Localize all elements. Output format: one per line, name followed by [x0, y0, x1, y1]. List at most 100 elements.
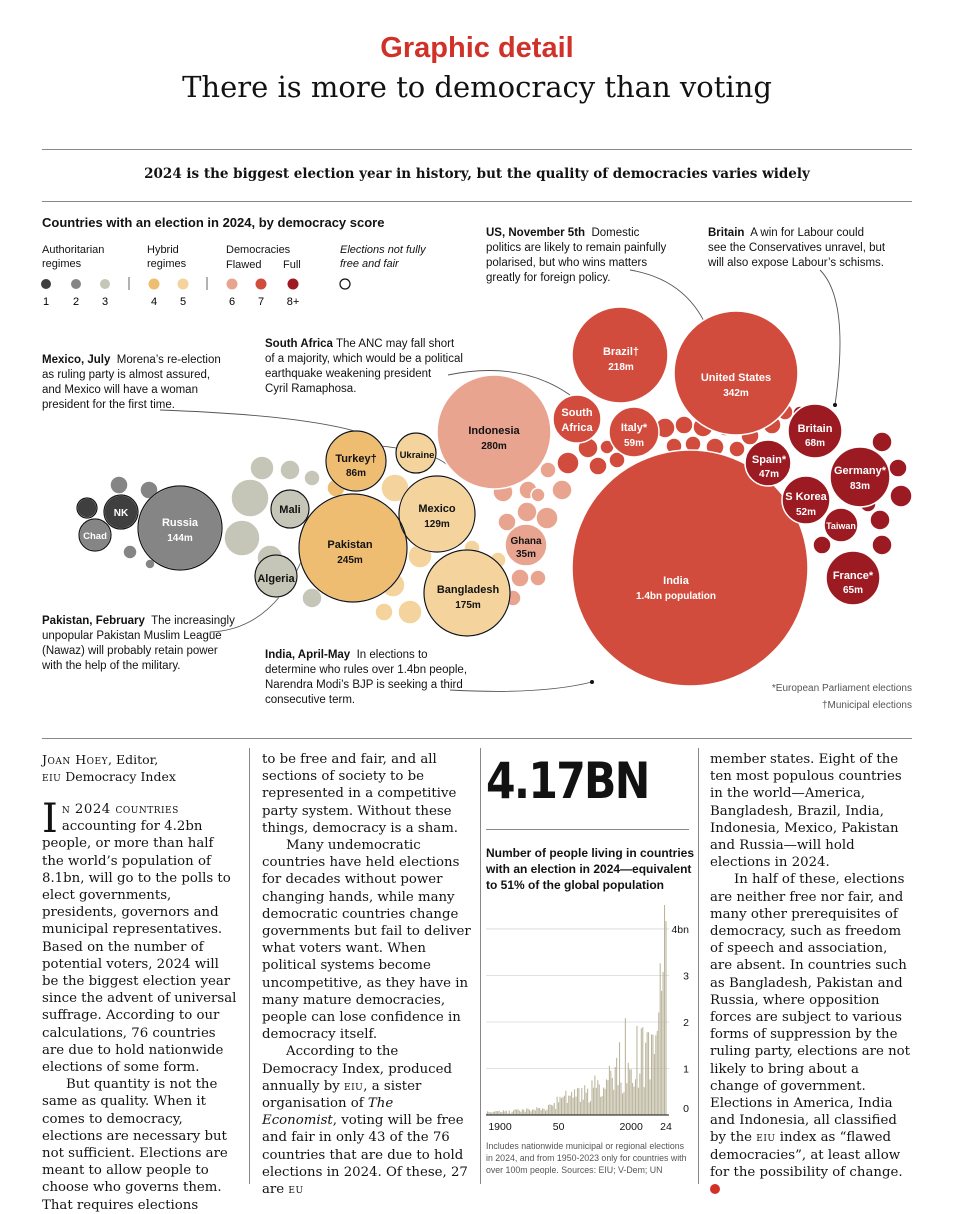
leader-dot-britain [833, 403, 837, 407]
leader-india [449, 681, 593, 692]
legend-dot-1 [40, 278, 52, 290]
stat-bar [584, 1085, 586, 1115]
stat-bar [511, 1111, 513, 1115]
bubble-indonesia [436, 374, 552, 490]
stat-bar [579, 1101, 581, 1115]
value-ghana: 35m [516, 549, 536, 560]
bubble-small [539, 461, 557, 479]
stat-bar [592, 1087, 594, 1115]
label-india: India [663, 575, 690, 587]
stat-y-label: 1 [683, 1063, 689, 1075]
stat-bar [607, 1080, 609, 1115]
bubble-small [223, 519, 261, 557]
legend-dot-unfree [339, 278, 351, 290]
label-algeria: Algeria [257, 573, 295, 585]
footnote-european: *European Parliament elections [771, 683, 912, 694]
legend-score-2: 2 [73, 296, 79, 308]
stat-bar [542, 1108, 544, 1115]
bubble-small [869, 509, 891, 531]
stat-bar [633, 1086, 635, 1115]
stat-bar [650, 1034, 653, 1115]
bubble-small [871, 431, 893, 453]
unfree-outline-turkey [325, 430, 387, 492]
legend-score-5: 5 [180, 296, 186, 308]
annotation-britain: Britain A win for Labour could see the C… [708, 227, 886, 269]
label-chad: Chad [83, 531, 107, 542]
stat-bar [555, 1109, 557, 1115]
stat-bar [611, 1077, 613, 1115]
stat-bar [534, 1110, 536, 1115]
value-pakistan: 245m [337, 555, 363, 566]
value-russia: 144m [167, 533, 193, 544]
bubble-small [279, 459, 301, 481]
stat-bar [595, 1087, 597, 1115]
legend-dot-3 [99, 278, 111, 290]
unfree-outline-algeria [254, 554, 298, 598]
stat-bars [486, 905, 667, 1115]
bubble-united-states [673, 310, 799, 436]
bubble-small [530, 487, 546, 503]
stat-bar [549, 1104, 551, 1115]
stat-bar [497, 1111, 499, 1115]
article-paragraph: According to the Democracy Index, produc… [262, 1044, 468, 1198]
stat-x-label: 1900 [488, 1121, 512, 1133]
label-brazil: Brazil† [603, 346, 639, 358]
stat-bar [665, 921, 667, 1115]
stat-bar [531, 1109, 533, 1115]
stat-bar [486, 1113, 487, 1115]
value-italy: 59m [624, 438, 644, 449]
bubble-small [301, 587, 323, 609]
bubble-small [535, 506, 559, 530]
bubble-small [588, 456, 608, 476]
bubble-small [674, 415, 694, 435]
article-paragraph: But quantity is not the same as quality.… [42, 1077, 228, 1213]
bubble-small [230, 478, 270, 518]
stat-bar [634, 1079, 637, 1115]
stat-divider [486, 829, 689, 830]
annotation-pakistan: Pakistan, February The increasingly unpo… [42, 615, 235, 672]
stat-big-number: 4.17BN [486, 752, 650, 810]
annotation-south-africa: South Africa The ANC may fall short of a… [265, 338, 463, 395]
stat-bar [616, 1057, 618, 1115]
value-s-korea: 52m [796, 507, 816, 518]
stat-bar [587, 1088, 589, 1115]
stat-bar [501, 1111, 503, 1115]
subtitle-divider [42, 201, 912, 202]
value-mexico: 129m [424, 519, 450, 530]
annotation-us: US, November 5th Domestic politics are l… [486, 227, 667, 284]
stat-y-label: 4bn [671, 924, 689, 936]
legend-score-7: 7 [258, 296, 264, 308]
stat-bar [505, 1110, 507, 1115]
stat-bar [526, 1108, 528, 1115]
label-turkey: Turkey† [335, 453, 376, 465]
label-britain: Britain [798, 423, 833, 435]
leader-south-africa [447, 370, 571, 396]
stat-bar [591, 1080, 593, 1115]
bubble-small [812, 535, 832, 555]
bubble-small [397, 599, 423, 625]
stat-bar [626, 1083, 628, 1115]
stat-bar [581, 1087, 583, 1115]
value-germany: 83m [850, 481, 870, 492]
article-divider [42, 738, 912, 739]
top-divider [42, 149, 912, 150]
article-paragraph: In half of these, elections are neither … [710, 871, 912, 1198]
bubble-small [303, 469, 321, 487]
stat-bar [598, 1084, 600, 1115]
stat-bar [566, 1102, 568, 1115]
bubble-germany [829, 446, 891, 508]
stat-bar [550, 1104, 552, 1115]
bubble-spain [744, 439, 792, 487]
stat-bar [662, 971, 664, 1115]
stat-bar [645, 1042, 647, 1115]
stat-bar [649, 1079, 651, 1115]
stat-bar [537, 1108, 539, 1115]
stat-bar [640, 1028, 642, 1115]
label-france: France* [833, 570, 874, 582]
value-turkey: 86m [346, 468, 366, 479]
stat-bar [639, 1073, 641, 1115]
stat-bar [629, 1069, 631, 1115]
legend-dot-2 [70, 278, 82, 290]
column-rule-2 [480, 748, 481, 1184]
label-united-states: United States [701, 372, 771, 384]
